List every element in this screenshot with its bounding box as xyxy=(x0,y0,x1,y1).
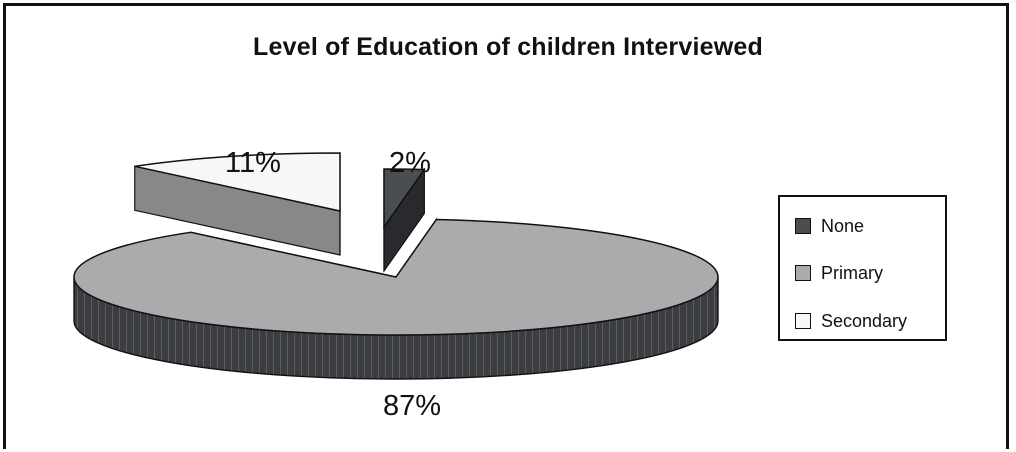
legend-swatch-primary xyxy=(795,265,811,281)
legend-item-secondary: Secondary xyxy=(795,310,907,332)
chart-legend: None Primary Secondary xyxy=(778,195,947,341)
legend-item-primary: Primary xyxy=(795,262,883,284)
pie-slice-primary xyxy=(73,217,719,380)
legend-swatch-none xyxy=(795,218,811,234)
pie-slice-primary-top xyxy=(73,218,719,336)
legend-swatch-secondary xyxy=(795,313,811,329)
data-label-none: 2% xyxy=(389,147,431,179)
legend-label-primary: Primary xyxy=(821,262,883,283)
chart-title: Level of Education of children Interview… xyxy=(253,33,763,61)
legend-label-secondary: Secondary xyxy=(821,310,908,331)
pie-slice-none xyxy=(383,167,426,273)
pie-slice-secondary-top xyxy=(134,152,341,212)
legend-label-none: None xyxy=(821,215,865,236)
data-label-primary: 87% xyxy=(383,390,441,422)
legend-item-none: None xyxy=(795,215,864,237)
data-label-secondary: 11% xyxy=(225,147,281,179)
pie-slice-secondary xyxy=(134,152,341,256)
pie-slice-none-top xyxy=(383,168,426,230)
